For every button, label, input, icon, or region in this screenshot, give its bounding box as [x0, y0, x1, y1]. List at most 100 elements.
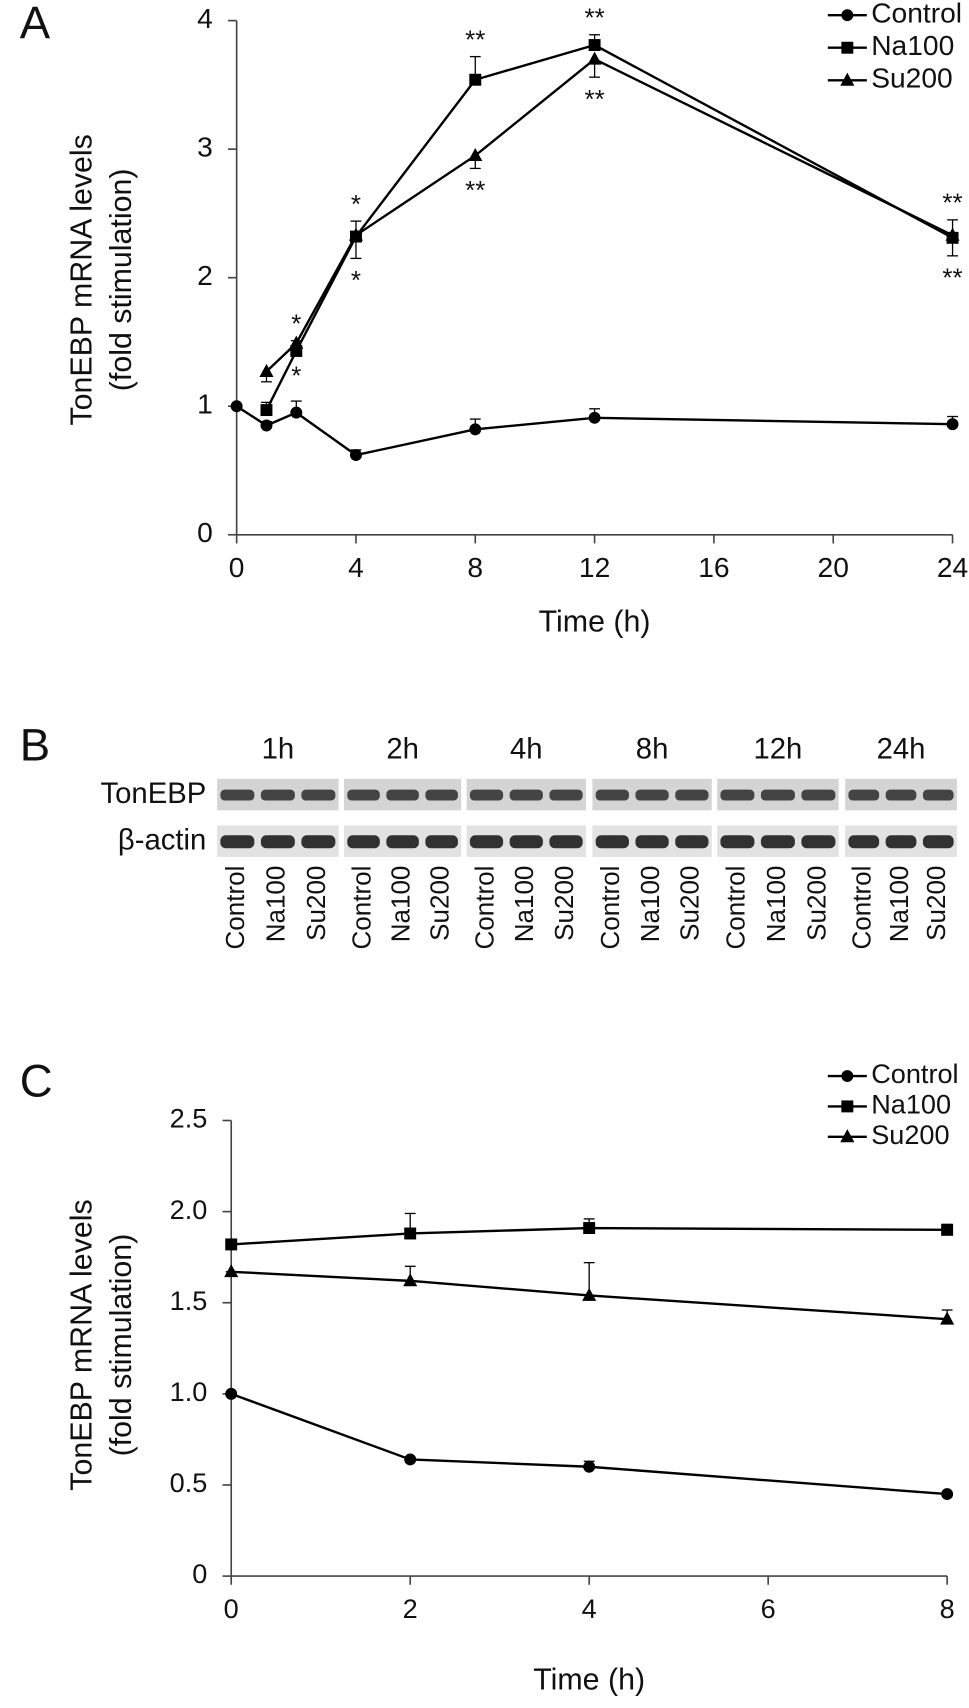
lane-label: Na100 — [261, 866, 291, 943]
band — [848, 835, 880, 849]
band — [595, 789, 629, 801]
lane-label: Control — [220, 866, 250, 950]
x-tick-label: 8 — [467, 551, 483, 583]
marker-square — [588, 39, 601, 51]
y-tick-label: 1 — [197, 388, 213, 420]
legend-label: Na100 — [871, 29, 954, 61]
band — [509, 835, 543, 849]
legend-label: Control — [871, 1058, 958, 1089]
marker-circle — [225, 1387, 238, 1400]
band — [509, 789, 543, 801]
significance-label: ** — [584, 84, 604, 114]
band — [675, 835, 709, 849]
marker-triangle — [224, 1264, 239, 1278]
band — [848, 789, 880, 801]
marker-triangle — [945, 227, 960, 241]
significance-label: * — [351, 265, 361, 295]
marker-triangle — [348, 227, 364, 241]
y-tick-label: 2.0 — [170, 1194, 208, 1225]
marker-square — [583, 1222, 596, 1234]
band — [386, 835, 419, 849]
x-tick-label: 24 — [937, 551, 968, 583]
y-tick-label: 4 — [197, 2, 213, 34]
marker-circle — [941, 1488, 954, 1501]
band — [720, 835, 755, 849]
band — [425, 789, 458, 801]
marker-triangle — [582, 1287, 597, 1301]
marker-square — [841, 41, 854, 54]
marker-square — [941, 1223, 954, 1236]
x-tick-label: 6 — [761, 1593, 776, 1624]
legend-label: Su200 — [871, 62, 953, 94]
y-tick-label: 3 — [197, 131, 213, 163]
x-tick-label: 20 — [818, 551, 849, 583]
y-tick-label: 0 — [192, 1558, 207, 1589]
band — [301, 835, 336, 849]
marker-circle — [946, 418, 959, 431]
lane-label: Na100 — [635, 866, 665, 943]
marker-square — [404, 1227, 417, 1240]
time-label: 24h — [877, 732, 926, 765]
lane-label: Control — [469, 866, 499, 950]
lane-label: Su200 — [921, 866, 951, 941]
significance-label: * — [291, 308, 301, 338]
marker-triangle — [940, 1311, 955, 1325]
x-tick-label: 16 — [698, 551, 729, 583]
x-axis-title: Time (h) — [533, 1663, 645, 1696]
marker-circle — [841, 1070, 854, 1083]
time-label: 8h — [636, 732, 669, 765]
marker-circle — [404, 1453, 417, 1466]
x-tick-label: 2 — [403, 1593, 418, 1624]
band — [635, 835, 669, 849]
y-tick-label: 1.0 — [170, 1376, 208, 1407]
lane-label: Su200 — [549, 866, 579, 941]
x-tick-label: 4 — [348, 551, 364, 583]
marker-circle — [583, 1460, 596, 1473]
x-tick-label: 8 — [940, 1593, 955, 1624]
band — [801, 835, 836, 849]
band — [386, 789, 419, 801]
lane-label: Na100 — [509, 866, 539, 943]
band — [922, 835, 954, 849]
marker-triangle — [840, 72, 855, 86]
lane-label: Su200 — [301, 866, 331, 941]
band — [720, 789, 755, 801]
marker-square — [225, 1238, 238, 1251]
panel-label: A — [20, 0, 51, 48]
lane-label: Na100 — [761, 866, 791, 943]
lane-label: Na100 — [385, 866, 415, 943]
time-label: 2h — [386, 732, 419, 765]
band — [801, 789, 836, 801]
band — [469, 835, 504, 849]
legend-label: Su200 — [871, 1119, 949, 1150]
marker-circle — [841, 9, 854, 22]
band — [220, 835, 255, 849]
marker-square — [260, 404, 273, 417]
band — [469, 789, 504, 801]
band — [260, 789, 295, 801]
band — [260, 835, 295, 849]
lane-label: Na100 — [884, 866, 914, 943]
lane-label: Su200 — [801, 866, 831, 941]
lane-label: Su200 — [425, 866, 455, 941]
significance-label: ** — [465, 24, 485, 54]
band — [595, 835, 629, 849]
marker-circle — [469, 423, 482, 436]
marker-triangle — [259, 363, 274, 377]
marker-circle — [588, 411, 601, 424]
marker-triangle — [840, 1129, 855, 1143]
y-axis-title: (fold stimulation) — [105, 1234, 138, 1457]
band — [885, 835, 917, 849]
panel-label: B — [20, 719, 50, 770]
y-tick-label: 2 — [197, 259, 213, 291]
y-tick-label: 0.5 — [170, 1467, 208, 1498]
significance-label: * — [291, 360, 301, 390]
y-axis-title: TonEBP mRNA levels — [66, 1199, 99, 1490]
significance-label: * — [351, 189, 361, 219]
marker-square — [841, 1100, 854, 1113]
marker-triangle — [587, 51, 602, 65]
series-line — [230, 1392, 948, 1496]
y-axis-title: TonEBP mRNA levels — [66, 134, 99, 425]
